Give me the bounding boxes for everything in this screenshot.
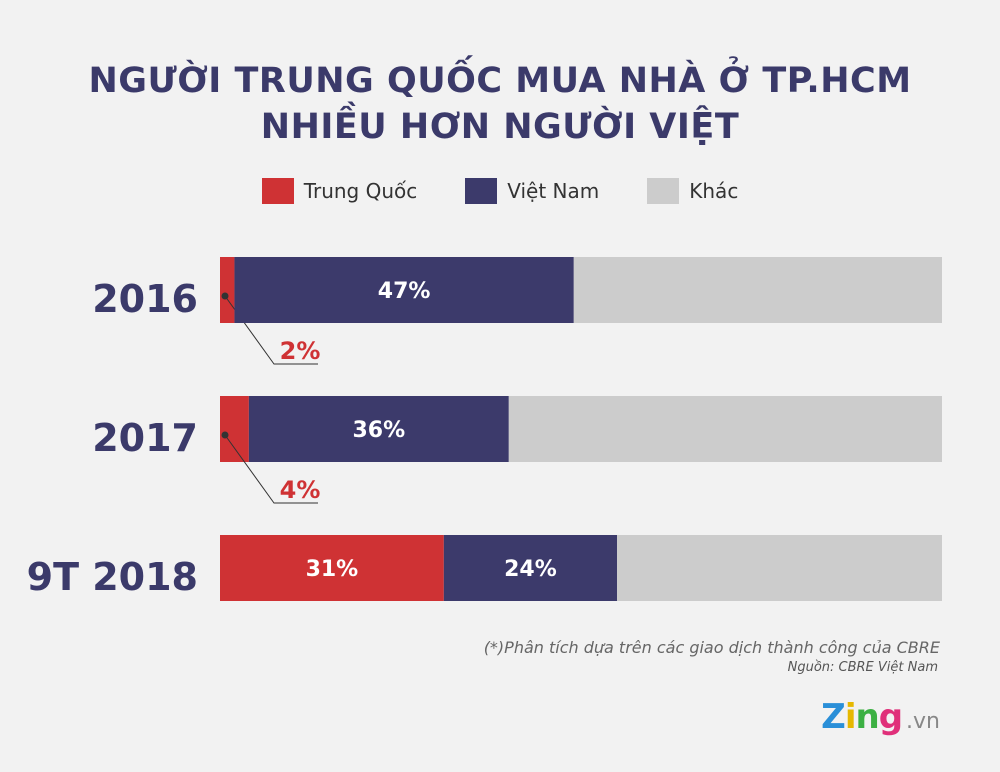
bar-segment-khac: [573, 257, 942, 323]
callout-line: [224, 434, 318, 504]
zing-logo: Zing .vn: [821, 697, 940, 737]
legend-label: Trung Quốc: [303, 179, 418, 203]
data-label: 47%: [378, 279, 431, 304]
data-label: 24%: [504, 557, 557, 582]
bar-segment-trung-quoc: [220, 535, 444, 601]
bar-segment-trung-quoc: [220, 257, 235, 323]
category-label: 9T 2018: [27, 555, 198, 599]
title-line-1: NGƯỜI TRUNG QUỐC MUA NHÀ Ở TP.HCM: [88, 61, 912, 101]
bar-segment-khac: [617, 535, 942, 601]
bar-segment-viet-nam: [248, 396, 509, 462]
legend-swatch: [647, 178, 680, 204]
legend-item-trung-quoc: Trung Quốc: [261, 178, 418, 204]
category-label: 2016: [92, 277, 198, 321]
data-label: 31%: [306, 557, 359, 582]
legend: Trung Quốc Việt Nam Khác: [0, 178, 1000, 204]
category-label: 2017: [92, 416, 198, 460]
bar-segment-viet-nam: [443, 535, 618, 601]
legend-item-viet-nam: Việt Nam: [465, 178, 599, 204]
logo-mark: Zing: [821, 697, 903, 737]
data-label: 36%: [353, 418, 406, 443]
bar-segment-khac: [508, 396, 942, 462]
chart-title: NGƯỜI TRUNG QUỐC MUA NHÀ Ở TP.HCM NHIỀU …: [0, 58, 1000, 150]
bar-segment-trung-quoc: [220, 396, 249, 462]
source-note: Nguồn: CBRE Việt Nam: [787, 660, 938, 675]
data-label: 4%: [280, 476, 321, 504]
footnote: (*)Phân tích dựa trên các giao dịch thàn…: [483, 638, 940, 657]
legend-label: Việt Nam: [507, 179, 600, 203]
data-label: 2%: [280, 337, 321, 365]
bar-segment-viet-nam: [234, 257, 574, 323]
logo-suffix: .vn: [906, 709, 940, 734]
legend-swatch: [465, 178, 498, 204]
title-line-2: NHIỀU HƠN NGƯỜI VIỆT: [260, 107, 740, 147]
legend-label: Khác: [689, 179, 739, 203]
legend-swatch: [261, 178, 294, 204]
legend-item-khac: Khác: [647, 178, 738, 204]
